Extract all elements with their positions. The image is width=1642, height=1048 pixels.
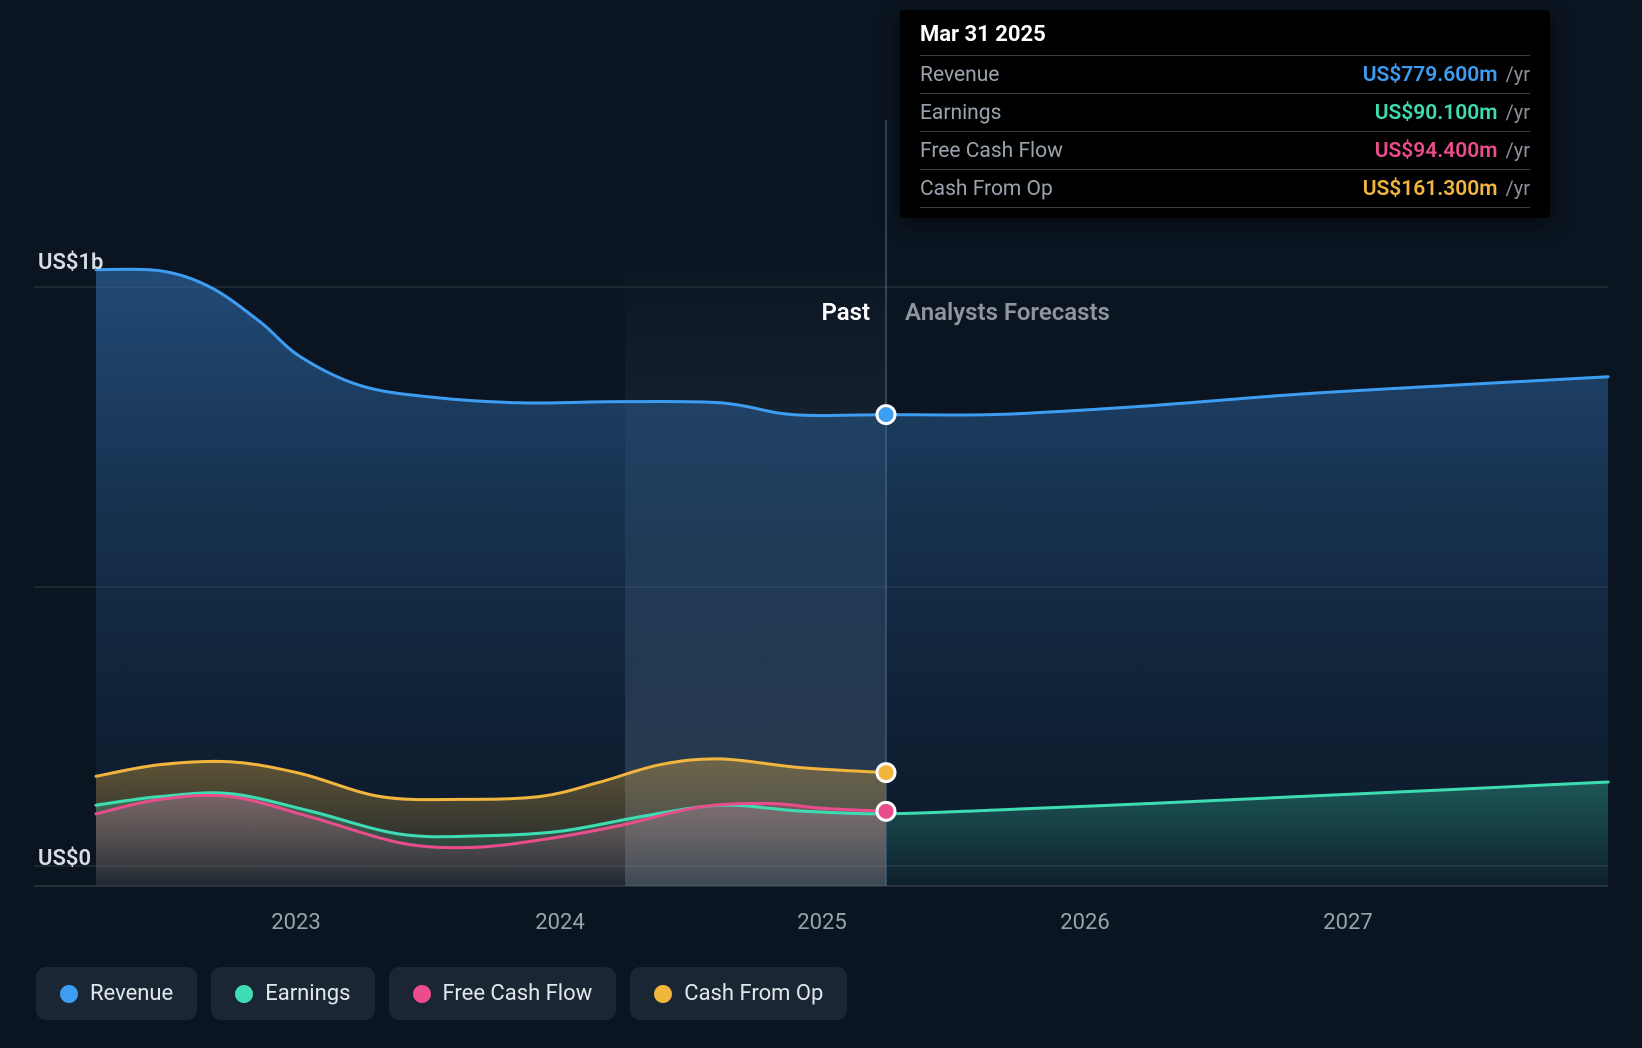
legend-swatch-icon xyxy=(413,985,431,1003)
legend-swatch-icon xyxy=(60,985,78,1003)
tooltip-label: Cash From Op xyxy=(920,177,1053,201)
legend-item-revenue[interactable]: Revenue xyxy=(36,967,197,1020)
tooltip-label: Free Cash Flow xyxy=(920,139,1063,163)
legend-item-cfo[interactable]: Cash From Op xyxy=(630,967,847,1020)
tooltip-value: US$779.600m xyxy=(1363,63,1498,87)
tooltip-value: US$94.400m xyxy=(1375,139,1498,163)
tooltip-row-cfo: Cash From Op US$161.300m /yr xyxy=(920,169,1530,208)
tooltip-label: Earnings xyxy=(920,101,1001,125)
tooltip-row-revenue: Revenue US$779.600m /yr xyxy=(920,55,1530,93)
x-axis-label-2023: 2023 xyxy=(271,910,320,935)
legend-label: Revenue xyxy=(90,981,173,1006)
legend-label: Cash From Op xyxy=(684,981,823,1006)
x-axis-label-2025: 2025 xyxy=(797,910,846,935)
tooltip-value: US$90.100m xyxy=(1375,101,1498,125)
tooltip-row-fcf: Free Cash Flow US$94.400m /yr xyxy=(920,131,1530,169)
legend-label: Free Cash Flow xyxy=(443,981,593,1006)
chart-tooltip: Mar 31 2025 Revenue US$779.600m /yr Earn… xyxy=(900,10,1550,218)
x-axis-label-2026: 2026 xyxy=(1060,910,1109,935)
tooltip-row-earnings: Earnings US$90.100m /yr xyxy=(920,93,1530,131)
legend-swatch-icon xyxy=(654,985,672,1003)
y-axis-label-1b: US$1b xyxy=(38,250,103,275)
legend-item-earnings[interactable]: Earnings xyxy=(211,967,374,1020)
tooltip-value: US$161.300m xyxy=(1363,177,1498,201)
legend-item-fcf[interactable]: Free Cash Flow xyxy=(389,967,617,1020)
section-label-forecast: Analysts Forecasts xyxy=(905,298,1110,326)
chart-legend: Revenue Earnings Free Cash Flow Cash Fro… xyxy=(36,967,847,1020)
section-label-past: Past xyxy=(760,298,870,326)
tooltip-unit: /yr xyxy=(1506,62,1531,86)
chart-container: US$1b US$0 2023 2024 2025 2026 2027 Past… xyxy=(0,0,1642,1048)
legend-label: Earnings xyxy=(265,981,350,1006)
tooltip-unit: /yr xyxy=(1506,138,1531,162)
x-axis-label-2027: 2027 xyxy=(1323,910,1372,935)
tooltip-date: Mar 31 2025 xyxy=(920,22,1530,55)
tooltip-unit: /yr xyxy=(1506,100,1531,124)
y-axis-label-0: US$0 xyxy=(38,846,91,871)
x-axis-label-2024: 2024 xyxy=(535,910,584,935)
tooltip-label: Revenue xyxy=(920,63,999,87)
legend-swatch-icon xyxy=(235,985,253,1003)
tooltip-unit: /yr xyxy=(1506,176,1531,200)
